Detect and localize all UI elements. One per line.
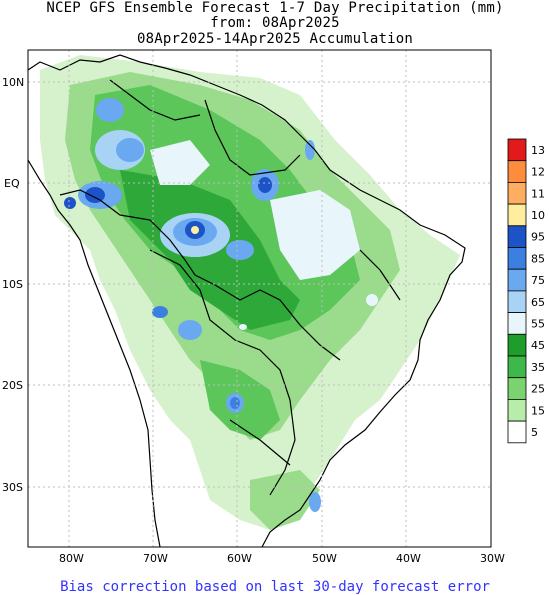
- lat-label: EQ: [4, 177, 20, 190]
- legend-swatch: [507, 398, 527, 422]
- lat-label: 10N: [2, 76, 24, 89]
- map-frame: [27, 49, 492, 548]
- map-title-line3: 08Apr2025-14Apr2025 Accumulation: [136, 31, 414, 47]
- lat-label: 20S: [2, 379, 23, 392]
- legend-label: 95: [531, 231, 545, 244]
- lon-label: 60W: [227, 552, 252, 565]
- lon-label: 40W: [396, 552, 421, 565]
- coastline: [28, 54, 466, 547]
- precipitation-field: [40, 55, 460, 530]
- lat-label: 10S: [2, 278, 23, 291]
- bias-correction-note: Bias correction based on last 30-day for…: [60, 579, 490, 595]
- lon-label: 80W: [59, 552, 84, 565]
- legend-label: 25: [531, 383, 545, 396]
- lon-label: 30W: [480, 552, 505, 565]
- legend-swatch: [507, 247, 527, 270]
- color-legend: 13 12 11 10 95 85 75 65 55 45 35 25 15 5: [507, 138, 545, 444]
- legend-label: 45: [531, 339, 545, 352]
- legend-label: 11: [531, 187, 545, 200]
- legend-label: 35: [531, 361, 545, 374]
- legend-swatch: [507, 312, 527, 335]
- legend-label: 75: [531, 274, 545, 287]
- legend-label: 10: [531, 209, 545, 222]
- legend-swatch: [507, 377, 527, 400]
- legend-swatch: [507, 138, 527, 162]
- legend-label: 12: [531, 166, 545, 179]
- legend-swatch: [507, 333, 527, 357]
- legend-label: 5: [531, 426, 538, 439]
- legend-swatch: [507, 355, 527, 379]
- latitude-labels: 10N EQ 10S 20S 30S: [2, 76, 24, 494]
- legend-label: 85: [531, 252, 545, 265]
- longitude-labels: 80W 70W 60W 50W 40W 30W: [59, 552, 505, 565]
- legend-label: 15: [531, 404, 545, 417]
- legend-swatch: [507, 420, 527, 444]
- legend-label: 13: [531, 144, 545, 157]
- legend-swatch: [507, 290, 527, 313]
- lon-label: 50W: [312, 552, 337, 565]
- legend-swatch: [507, 203, 527, 227]
- legend-label: 65: [531, 296, 545, 309]
- legend-swatch: [507, 225, 527, 248]
- lat-label: 30S: [2, 481, 23, 494]
- map-title-line2: from: 08Apr2025: [210, 15, 340, 31]
- lon-label: 70W: [143, 552, 168, 565]
- grid-lines: [28, 50, 491, 547]
- legend-swatch: [507, 160, 527, 183]
- legend-label: 55: [531, 317, 545, 330]
- legend-swatch: [507, 181, 527, 205]
- legend-swatch: [507, 268, 527, 292]
- map-title-line1: NCEP GFS Ensemble Forecast 1-7 Day Preci…: [46, 0, 504, 16]
